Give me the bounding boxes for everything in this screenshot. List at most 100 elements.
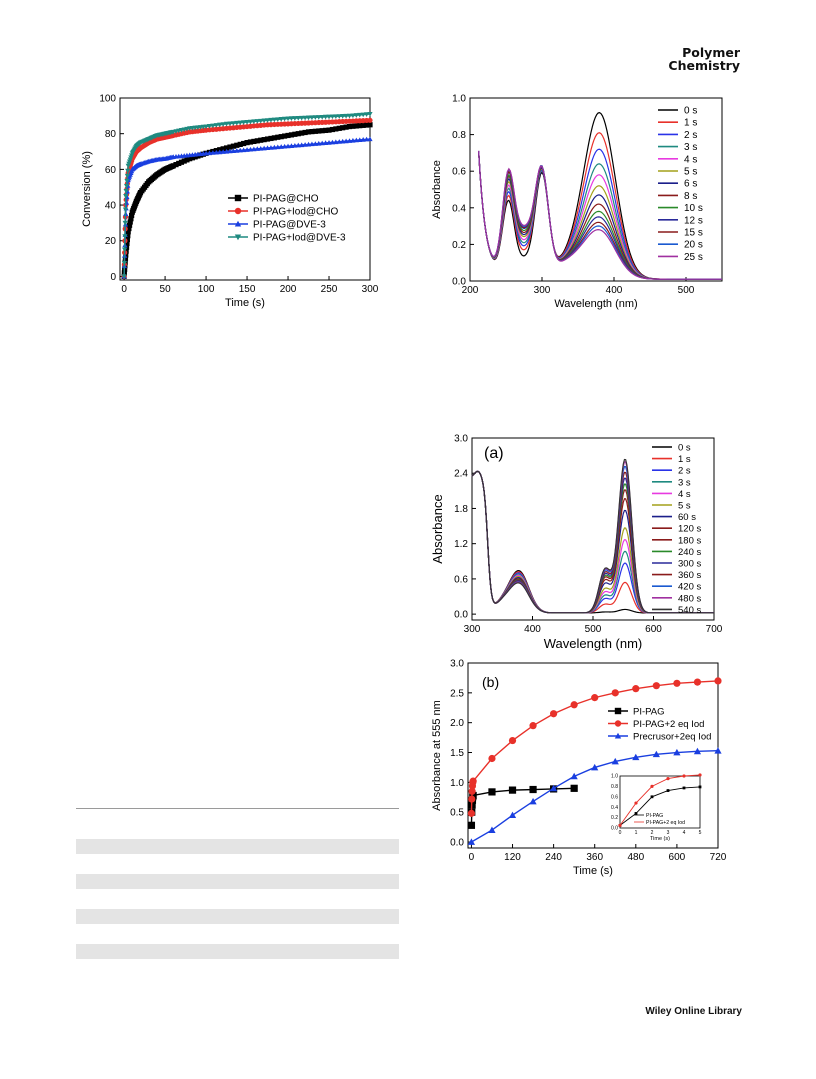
x-tick-label: 500 [678, 285, 695, 296]
y-tick-label: 1.0 [452, 94, 466, 105]
data-point [230, 148, 236, 154]
data-point [367, 111, 373, 117]
data-point [254, 138, 260, 144]
legend-label: 20 s [684, 240, 703, 251]
journal-name-line1: Polymer [682, 45, 740, 60]
data-point [237, 120, 243, 126]
data-point [176, 160, 182, 167]
absorbance-panel-a-chart: 300 400 500 600 700 0.0 0.6 1.2 1.8 2.4 3.0 Wavelen… [430, 434, 723, 652]
data-point [367, 136, 373, 142]
data-point [367, 117, 373, 123]
data-point [123, 189, 129, 194]
data-point [122, 234, 128, 239]
data-point [319, 128, 325, 134]
data-point [213, 123, 219, 128]
legend-label: 480 s [678, 593, 701, 604]
x-tick-label: 700 [706, 624, 723, 635]
data-point [244, 147, 250, 152]
data-point [467, 821, 476, 829]
data-point [178, 159, 185, 165]
inset-x-tick-label: 2 [651, 830, 654, 836]
data-point [469, 791, 477, 800]
data-point [340, 125, 346, 131]
data-point [316, 128, 322, 134]
data-point [184, 157, 190, 163]
legend-label: 1 s [684, 118, 697, 129]
data-point [278, 134, 284, 140]
data-point [223, 148, 230, 154]
data-point [340, 114, 346, 119]
data-point [570, 701, 578, 709]
data-point [206, 124, 213, 129]
data-point [282, 116, 288, 122]
y-tick-label: 0.0 [452, 277, 466, 288]
data-point [217, 122, 223, 128]
inset-data-point [698, 785, 702, 789]
data-point [340, 138, 346, 144]
x-axis-label: Time (s) [225, 297, 265, 309]
data-point [126, 225, 132, 232]
inset-x-tick-label: 5 [699, 830, 702, 836]
data-point [258, 137, 264, 143]
legend-label: 3 s [678, 477, 691, 488]
data-point [251, 119, 257, 125]
data-point [234, 234, 242, 241]
data-point [261, 145, 267, 151]
data-point [302, 115, 308, 121]
data-point [467, 838, 476, 845]
inset-x-tick-label: 1 [635, 830, 638, 836]
x-tick-label: 250 [321, 284, 338, 295]
y-tick-label: 0.0 [450, 838, 464, 849]
data-point [187, 156, 193, 162]
absorbance-time-chart: 200 300 400 500 0.0 0.2 0.4 0.6 0.8 1.0 Wavelength… [431, 94, 723, 310]
data-point [223, 145, 230, 151]
inset-series-line [619, 786, 701, 826]
data-point [230, 121, 236, 126]
data-point [529, 797, 537, 805]
inset-y-tick-label: 0.8 [611, 784, 618, 790]
data-point [210, 150, 216, 155]
data-point [122, 255, 129, 262]
data-point [591, 694, 599, 702]
data-point [124, 236, 130, 243]
y-tick-label: 40 [105, 201, 117, 212]
y-tick-label: 0.2 [452, 240, 466, 251]
x-tick-label: 0 [121, 284, 127, 295]
data-point [302, 129, 308, 136]
legend-label: 3 s [684, 142, 697, 153]
data-point [129, 212, 135, 219]
data-point [258, 118, 264, 124]
data-point [309, 129, 315, 135]
data-point [295, 142, 301, 148]
legend-label: 5 s [684, 167, 697, 178]
data-point [632, 685, 640, 693]
data-point [329, 139, 336, 145]
data-point [271, 135, 277, 141]
inset-data-point [618, 823, 622, 827]
data-point [234, 194, 242, 202]
legend-label: PI-PAG@DVE-3 [253, 220, 326, 231]
data-point [329, 114, 336, 120]
data-point [323, 114, 329, 120]
data-point [122, 220, 128, 226]
data-point [550, 710, 558, 718]
data-point [251, 146, 257, 152]
legend-label: 4 s [684, 154, 697, 165]
data-point [333, 139, 339, 145]
legend-label: 8 s [684, 191, 697, 202]
legend-label: 15 s [684, 228, 703, 239]
y-tick-label: 0.6 [452, 167, 466, 178]
data-point [241, 147, 247, 153]
x-tick-label: 500 [585, 624, 602, 635]
data-point [343, 138, 349, 144]
data-point [203, 150, 209, 156]
conversion-chart: 0 50 100 150 200 250 300 0 20 40 60 80 100 Time (s) Co… [81, 94, 379, 310]
inset-data-point [682, 786, 686, 790]
data-point [241, 140, 247, 147]
data-point [323, 127, 329, 134]
data-point [468, 787, 476, 795]
y-tick-label: 20 [105, 236, 117, 247]
data-point [299, 115, 305, 121]
x-tick-label: 720 [710, 852, 727, 863]
data-point [264, 145, 271, 151]
